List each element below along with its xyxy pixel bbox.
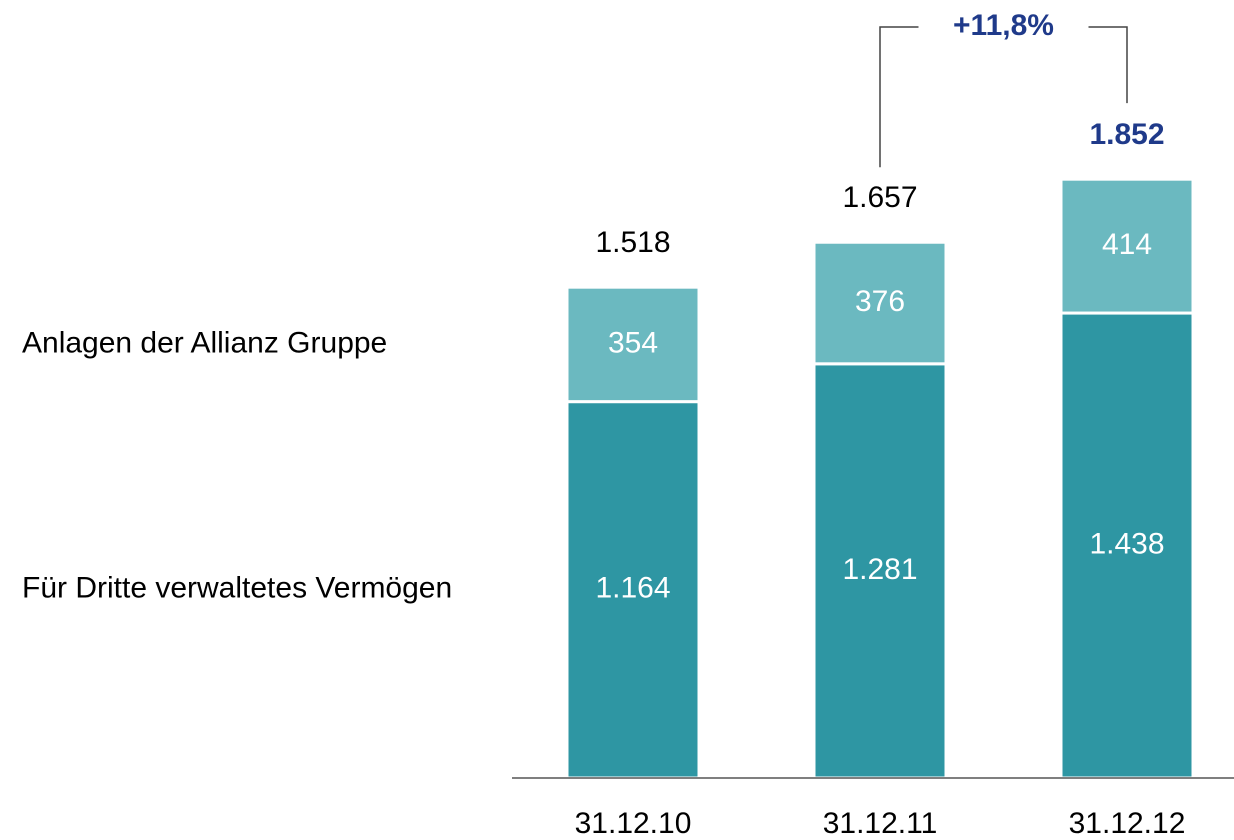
bar-segment: [565, 285, 701, 404]
x-tick-label: 31.12.11: [823, 807, 938, 840]
total-label: 1.657: [842, 181, 917, 214]
growth-annotation: +11,8%: [953, 9, 1054, 42]
bar-segment: [812, 240, 948, 366]
legend-label: Anlagen der Allianz Gruppe: [22, 326, 387, 359]
total-label: 1.518: [595, 226, 670, 259]
value-label: 1.281: [842, 553, 917, 586]
value-label: 414: [1102, 228, 1152, 261]
bar-segment: [565, 400, 701, 780]
x-tick-label: 31.12.10: [575, 807, 692, 840]
value-label: 1.164: [595, 572, 670, 605]
value-label: 354: [608, 326, 658, 359]
total-label: 1.852: [1089, 118, 1164, 151]
legend-label: Für Dritte verwaltetes Vermögen: [22, 572, 452, 605]
bar-segment: [1059, 177, 1195, 315]
value-label: 376: [855, 285, 905, 318]
x-tick-label: 31.12.12: [1069, 807, 1186, 840]
growth-bracket: [879, 26, 1128, 168]
value-label: 1.438: [1089, 527, 1164, 560]
